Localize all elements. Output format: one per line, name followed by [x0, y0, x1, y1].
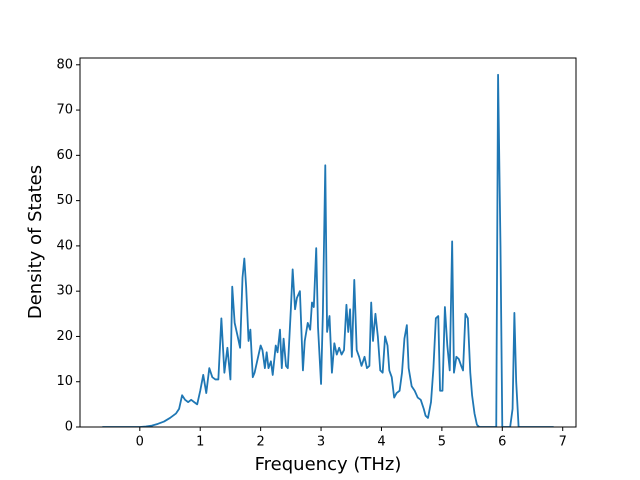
y-tick-label: 30 — [56, 284, 73, 299]
y-tick-label: 40 — [56, 238, 73, 253]
x-tick-label: 4 — [377, 435, 385, 450]
x-tick-label: 3 — [317, 435, 325, 450]
y-tick-label: 70 — [56, 103, 73, 118]
x-tick-label: 6 — [498, 435, 506, 450]
plot-frame — [79, 57, 577, 428]
x-axis-label: Frequency (THz) — [255, 454, 402, 475]
y-tick-label: 10 — [56, 374, 73, 389]
y-tick-label: 80 — [56, 57, 73, 72]
y-tick-label: 60 — [56, 148, 73, 163]
x-tick-label: 0 — [136, 435, 144, 450]
x-tick-label: 5 — [438, 435, 446, 450]
x-tick-label: 7 — [559, 435, 567, 450]
dos-line — [102, 73, 554, 427]
x-tick-label: 1 — [196, 435, 204, 450]
y-tick-label: 0 — [65, 420, 73, 435]
y-axis-label: Density of States — [25, 165, 46, 319]
y-tick-label: 20 — [56, 329, 73, 344]
x-tick-label: 2 — [256, 435, 264, 450]
y-tick-label: 50 — [56, 193, 73, 208]
